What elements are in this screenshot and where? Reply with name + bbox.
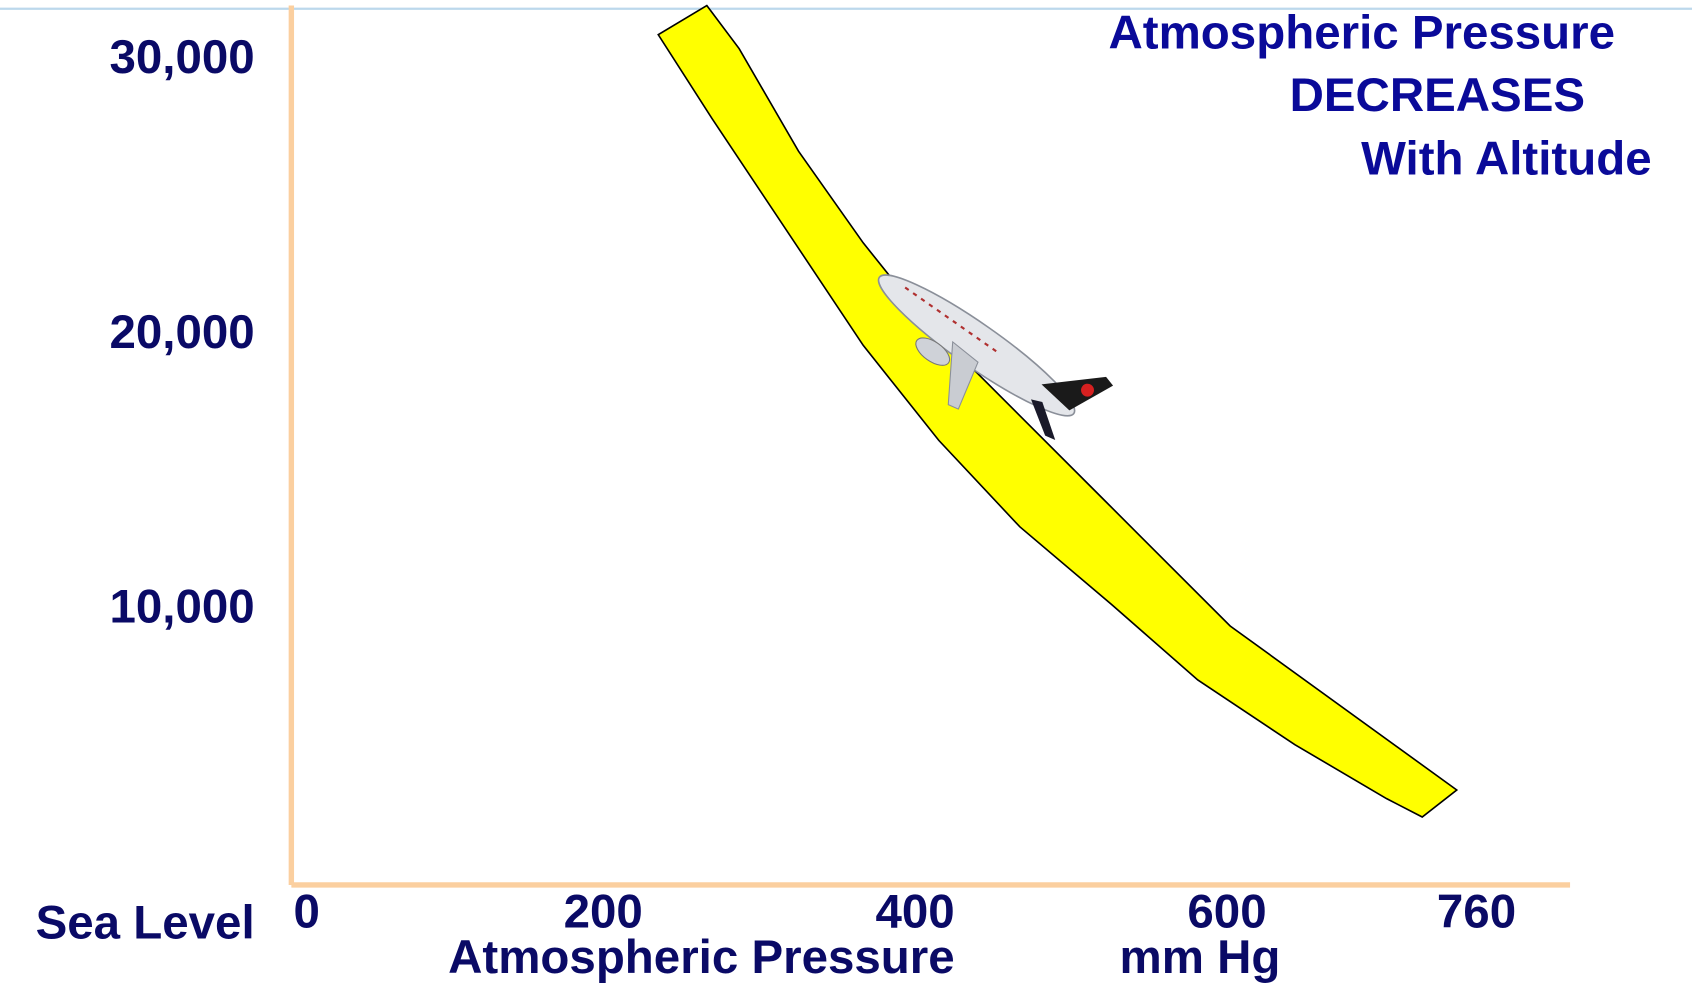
x-axis-label: Atmospheric Pressure [448, 931, 955, 984]
x-tick-label: 400 [876, 886, 955, 939]
y-tick-label: 10,000 [109, 581, 254, 634]
title-line: DECREASES [1290, 69, 1585, 122]
x-tick-label: 600 [1187, 886, 1266, 939]
pressure-band [657, 4, 1459, 818]
y-tick-label: Sea Level [36, 897, 255, 950]
x-tick-label: 0 [294, 886, 320, 939]
x-tick-label: 200 [564, 886, 643, 939]
title-line: With Altitude [1361, 133, 1651, 186]
y-tick-label: 30,000 [109, 31, 254, 84]
title-line: Atmospheric Pressure [1109, 6, 1616, 59]
x-tick-label: 760 [1437, 886, 1516, 939]
x-axis-unit: mm Hg [1119, 931, 1280, 984]
airplane [877, 274, 1114, 441]
y-tick-label: 20,000 [109, 306, 254, 359]
